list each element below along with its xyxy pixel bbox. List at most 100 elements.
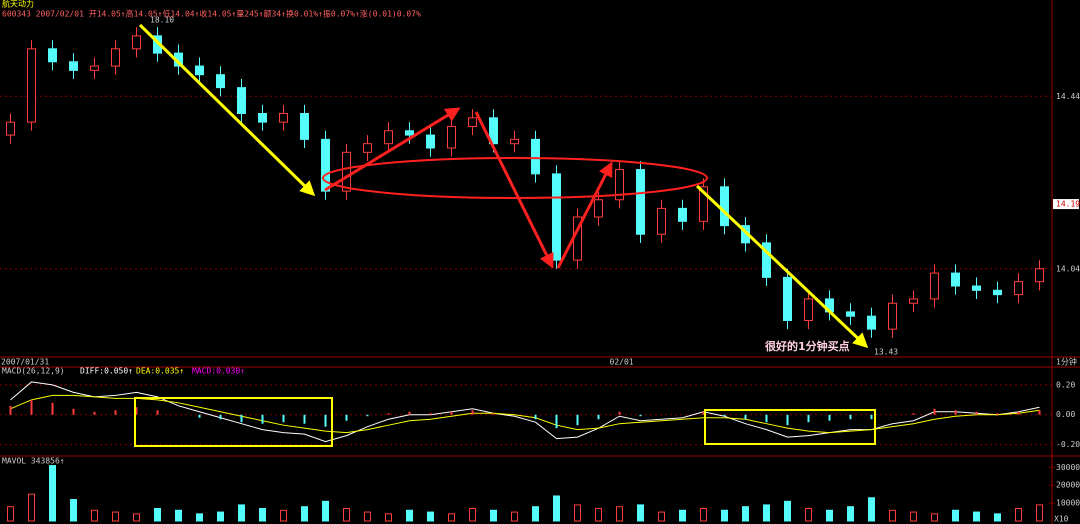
volume-bar [238,504,245,522]
volume-bar [616,506,623,522]
candle-body [195,65,204,76]
candle-body [69,61,78,71]
y-tick-label: -0.20 [1056,440,1080,449]
volume-bar [70,499,77,522]
candle-body [636,169,645,235]
volume-bar [364,511,371,522]
y-tick-label: 14.44 [1056,92,1080,101]
y-tick-label: 0.20 [1056,380,1075,389]
volume-bar [175,509,182,522]
volume-bar [637,504,644,522]
volume-bar [931,513,938,522]
candle-body [846,311,855,317]
candle-body [489,117,498,145]
candle-body [510,138,519,145]
candle-body [951,272,960,287]
candle-body [1014,281,1023,296]
volume-bar [154,507,161,522]
highlight-ellipse [322,157,708,199]
macd-line [10,394,1040,434]
volume-bar [679,509,686,522]
volume-bar [952,509,959,522]
volume-bar [805,507,812,522]
volume-bar [406,509,413,522]
legend-entry: DIFF:0.050↑ [80,367,133,376]
volume-bar [784,500,791,522]
candle-body [6,121,15,136]
candle-body [237,87,246,114]
candle-body [804,298,813,321]
y-tick-label: 200000 [1056,481,1080,490]
period-label: 1分钟 [1056,357,1077,367]
volume-bar [385,513,392,522]
volume-title: MAVOL 343856↑ [2,457,65,466]
candle-body [552,173,561,261]
last-price-label: 14.19 [1056,200,1080,209]
volume-bar [574,504,581,522]
price-annotation: 13.43 [874,348,898,357]
arrow [556,161,613,269]
candle-body [426,134,435,149]
volume-bar [322,500,329,522]
volume-bar [28,493,35,522]
candle-body [111,48,120,67]
arrow [695,184,869,349]
last-price-box [1053,199,1079,210]
candle-body [909,298,918,304]
legend-entry: MACD:0.030↑ [192,367,245,376]
highlight-box [704,409,876,445]
volume-bar [658,511,665,522]
volume-bar [994,513,1001,522]
volume-bar [1015,507,1022,522]
volume-bar [280,509,287,522]
volume-bar [553,495,560,522]
volume-bar [427,511,434,522]
candle-body [888,302,897,330]
candle-body [867,315,876,330]
volume-bar [301,506,308,522]
volume-bar [742,506,749,522]
volume-bar [49,465,56,522]
candle-body [783,276,792,321]
candle-body [90,65,99,71]
y-tick-label: 0.00 [1056,410,1075,419]
volume-bar [826,509,833,522]
candle-body [384,130,393,145]
volume-bar [595,507,602,522]
volume-bar [910,511,917,522]
candle-body [720,186,729,227]
volume-bar [343,507,350,522]
candle-body [993,289,1002,296]
candle-body [27,48,36,123]
volume-bar [700,507,707,522]
candle-body [468,117,477,127]
volume-bar [721,509,728,522]
volume-bar [91,509,98,522]
volume-bar [1036,504,1043,522]
candle-body [1035,268,1044,283]
volume-bar [133,513,140,522]
arrow [324,107,461,192]
candle-body [300,113,309,140]
candle-body [678,207,687,222]
candle-body [615,169,624,201]
y-tick-label: 300000 [1056,463,1080,472]
candle-body [321,138,330,192]
candle-body [216,74,225,89]
y-tick-label: 14.04 [1056,264,1080,273]
candle-body [279,113,288,123]
x-tick-label: 02/01 [610,358,634,367]
candle-body [48,48,57,63]
candle-body [594,199,603,218]
volume-bar [259,507,266,522]
volume-bar [469,507,476,522]
volume-bar [868,497,875,522]
candle-body [447,125,456,149]
volume-bar [490,509,497,522]
volume-bar [763,504,770,522]
quote-line: 600343 2007/02/01 开14.05↑高14.05↑低14.04↑收… [2,9,421,19]
candle-body [699,186,708,222]
volume-bar [7,506,14,522]
candle-body [930,272,939,300]
